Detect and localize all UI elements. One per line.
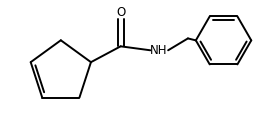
Text: NH: NH <box>150 44 167 57</box>
Text: O: O <box>116 6 125 19</box>
